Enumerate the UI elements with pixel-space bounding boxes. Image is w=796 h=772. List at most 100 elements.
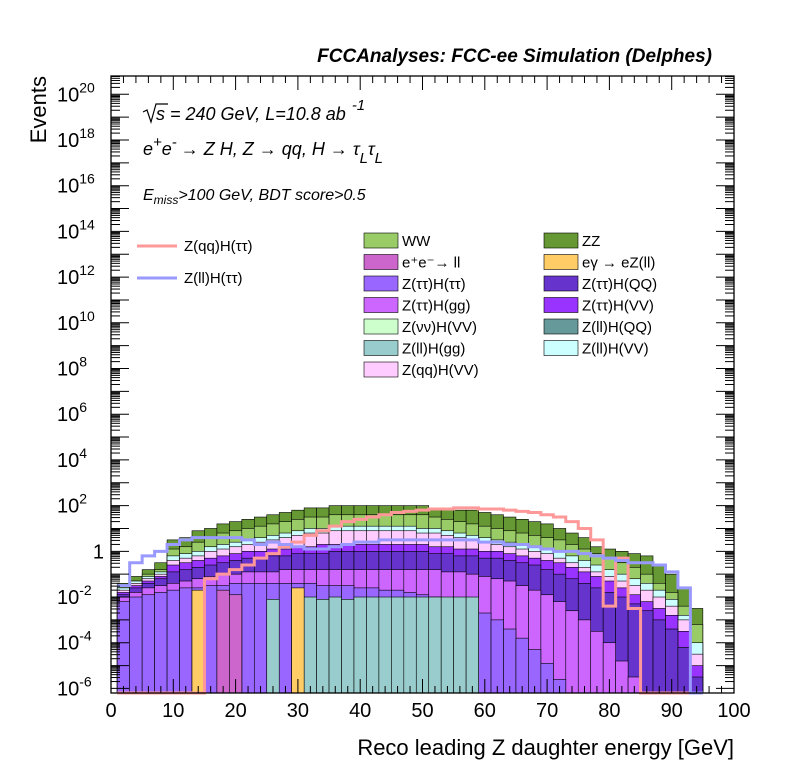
- legend-swatch: [363, 340, 399, 356]
- bar-ZttHtt: [253, 583, 268, 694]
- legend: Z(qq)H(ττ) Z(ll)H(ττ) WW ZZ e⁺e⁻→ ll eγ → eZ(…: [137, 232, 657, 379]
- bar-ZttHgg: [577, 619, 592, 694]
- x-tick-label: 30: [287, 700, 309, 722]
- legend-swatch: [363, 254, 399, 270]
- bar-ZllHgg: [428, 596, 442, 694]
- y-tick-label: 1012: [57, 262, 95, 289]
- signal-lines: [117, 506, 703, 695]
- annotation-energy-lumi: s = 240 GeV, L=10.8 ab -1: [142, 97, 365, 125]
- legend-label: WW: [402, 233, 431, 250]
- bar-ZllHgg: [391, 596, 405, 694]
- y-tick-label: 1010: [57, 308, 95, 335]
- bar-ZttHQQ: [652, 619, 666, 694]
- y-tick-label: 10-4: [57, 628, 92, 655]
- x-tick-label: 100: [717, 700, 750, 722]
- bar-ZllHgg: [353, 596, 367, 694]
- y-tick-label: 104: [57, 445, 87, 472]
- legend-swatch: [543, 318, 579, 335]
- process-tau2: τ: [368, 139, 376, 159]
- y-tick-label: 106: [57, 399, 87, 426]
- y-tick-label: 1: [93, 541, 104, 563]
- y-tick-label: 102: [57, 491, 87, 518]
- lumi-exponent: -1: [352, 97, 365, 114]
- chart-title: FCCAnalyses: FCC-ee Simulation (Delphes): [317, 46, 712, 67]
- bar-ZttHtt: [129, 596, 143, 694]
- legend-label: Z(νν)H(VV): [402, 319, 477, 336]
- legend-label: Z(ττ)H(gg): [402, 298, 471, 315]
- process-sub1: L: [360, 150, 368, 167]
- legend-swatch: [543, 254, 579, 270]
- legend-swatch: [363, 232, 399, 249]
- process-e1: e: [143, 139, 153, 159]
- bar-ZttHgg: [565, 610, 579, 694]
- annotation-process: e+e- → Z H, Z → qq, H → τLτL: [143, 134, 383, 167]
- legend-label: e⁺e⁻→ ll: [402, 255, 460, 272]
- cut-sub: miss: [154, 193, 179, 207]
- legend-signal-label: Z(qq)H(ττ): [184, 238, 253, 255]
- bar-egamma: [191, 589, 205, 694]
- bar-ZllHgg: [328, 596, 342, 694]
- stacked-histogram-bars: [116, 505, 704, 694]
- bar-eell: [229, 594, 243, 694]
- y-tick-label: 1014: [57, 216, 95, 243]
- process-sup1: +: [153, 134, 162, 151]
- process-rest: → Z H, Z → qq, H → τ: [181, 139, 361, 159]
- process-sub2: L: [375, 150, 383, 167]
- bar-ZllHgg: [316, 599, 330, 694]
- bar-ZttHtt: [515, 637, 529, 694]
- bar-ZttHtt: [490, 619, 504, 694]
- bar-ZttHtt: [503, 628, 517, 694]
- x-axis-label: Reco leading Z daughter energy [GeV]: [357, 735, 734, 760]
- svg-text:Emiss>100 GeV, BDT score>0.5: Emiss>100 GeV, BDT score>0.5: [143, 187, 366, 207]
- x-tick-label: 0: [105, 700, 116, 722]
- cut-e: E: [143, 187, 154, 204]
- layer-ZllHgg: [229, 596, 479, 694]
- y-tick-label: 1016: [57, 171, 95, 198]
- bar-ZllHgg: [341, 599, 355, 694]
- legend-swatch: [543, 340, 579, 356]
- x-tick-label: 50: [411, 700, 433, 722]
- bar-ZttHtt: [241, 583, 255, 694]
- bar-ZllHgg: [366, 596, 380, 694]
- bar-ZllHgg: [415, 596, 430, 694]
- signal-line-ZllHtt: [117, 536, 703, 695]
- legend-label: Z(ττ)H(VV): [582, 298, 654, 315]
- bar-ZllHgg: [303, 596, 317, 694]
- y-tick-label: 10-2: [57, 582, 92, 609]
- y-tick-label: 1018: [57, 125, 95, 152]
- bar-ZttHtt: [154, 592, 168, 694]
- legend-label: ZZ: [582, 233, 600, 250]
- bar-ZttHtt: [278, 583, 292, 694]
- legend-label: Z(ll)H(QQ): [582, 319, 652, 336]
- bar-ZllHgg: [266, 599, 280, 694]
- bar-ZttHtt: [141, 594, 155, 694]
- legend-swatch: [363, 275, 399, 292]
- svg-text:s = 240 GeV, L=10.8 ab-1: s = 240 GeV, L=10.8 ab -1: [156, 97, 365, 124]
- legend-label: Z(ll)H(gg): [402, 341, 465, 358]
- sqrt-symbol: [142, 103, 168, 125]
- legend-swatch: [543, 275, 579, 292]
- x-tick-label: 80: [598, 700, 620, 722]
- layer-egamma: [191, 587, 305, 694]
- bar-egamma: [291, 587, 305, 694]
- legend-swatch: [363, 361, 399, 378]
- cut-rest: >100 GeV, BDT score>0.5: [178, 187, 365, 204]
- y-axis-label: Events: [26, 76, 51, 143]
- legend-swatch: [543, 297, 579, 313]
- legend-signal-label: Z(ll)H(ττ): [184, 270, 243, 287]
- bar-ZllHgg: [403, 596, 417, 694]
- bar-ZttHtt: [179, 587, 193, 694]
- legend-swatch: [363, 297, 399, 313]
- bar-ZttHtt: [166, 589, 180, 694]
- legend-label: Z(ττ)H(QQ): [582, 276, 657, 293]
- y-axis-ticks: 10-6 10-4 10-21 102 104 106 108 1010 1012 1014 101…: [57, 75, 734, 700]
- annotation-cuts: Emiss>100 GeV, BDT score>0.5: [143, 187, 366, 207]
- bar-ZllHgg: [378, 596, 392, 694]
- bar-ZllHgg: [465, 596, 479, 694]
- legend-label: Z(qq)H(VV): [402, 362, 479, 379]
- process-e2: e: [162, 139, 172, 159]
- svg-text:e+e-→ Z H, Z → qq, H → τLτL: e+e- → Z H, Z → qq, H → τLτL: [143, 134, 383, 167]
- bar-ZllHgg: [440, 596, 454, 694]
- process-sup2: -: [172, 134, 177, 151]
